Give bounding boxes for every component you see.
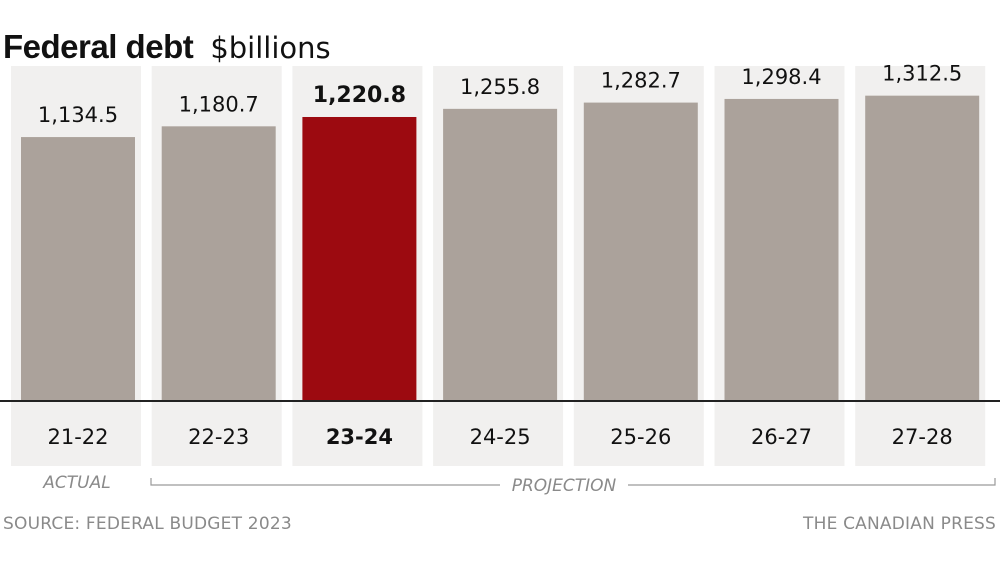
bar [865, 95, 980, 401]
bar [21, 137, 135, 402]
bar-value-label: 1,180.7 [179, 92, 259, 116]
x-tick-label: 24-25 [470, 425, 531, 449]
bar [724, 98, 839, 402]
bar-value-label: 1,255.8 [460, 75, 540, 99]
x-tick-label: 26-27 [751, 425, 812, 449]
bar-value-label: 1,282.7 [601, 69, 681, 93]
x-tick-label: 23-24 [326, 425, 393, 449]
bar [302, 116, 417, 401]
projection-period-label: PROJECTION [512, 476, 617, 496]
actual-period-label: ACTUAL [42, 473, 110, 493]
x-tick-label: 25-26 [610, 425, 671, 449]
chart-title: Federal debt [3, 28, 194, 65]
source-note: SOURCE: FEDERAL BUDGET 2023 [3, 514, 292, 534]
chart-title-block: Federal debt $billions [3, 28, 331, 66]
bar [161, 126, 276, 401]
bar [583, 102, 698, 401]
bar [443, 108, 558, 401]
bar-value-label: 1,134.5 [38, 103, 118, 127]
bar-value-label: 1,312.5 [882, 62, 962, 86]
x-tick-label: 22-23 [188, 425, 249, 449]
credit-note: THE CANADIAN PRESS [803, 514, 996, 534]
bar-value-label: 1,298.4 [741, 65, 821, 89]
projection-bracket-left [150, 478, 500, 486]
projection-bracket-right [628, 478, 996, 486]
bar-value-label: 1,220.8 [313, 83, 406, 108]
x-tick-label: 27-28 [892, 425, 953, 449]
x-tick-label: 21-22 [47, 425, 108, 449]
chart-subtitle: $billions [210, 31, 331, 65]
